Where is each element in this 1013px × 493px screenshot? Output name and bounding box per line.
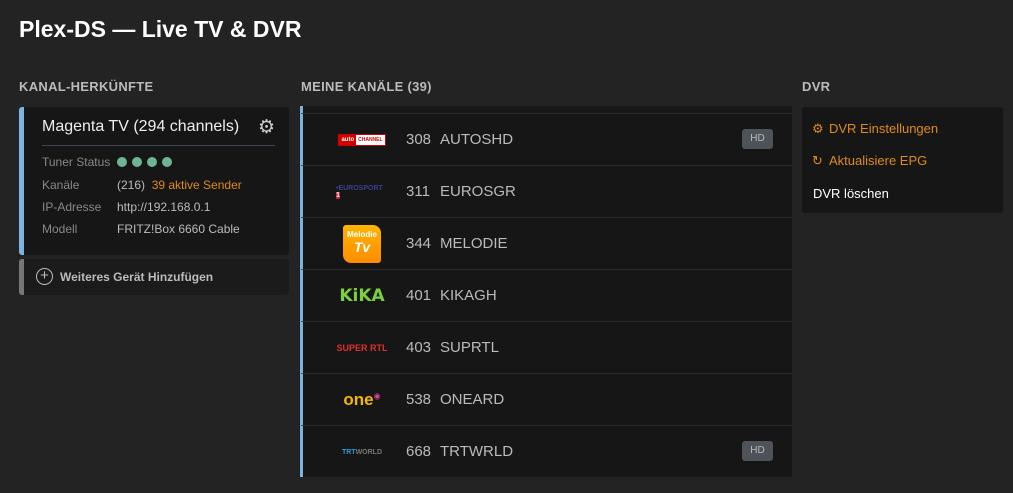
hd-badge: HD	[742, 129, 773, 149]
channels-total: (216)	[117, 178, 146, 192]
dvr-settings-link[interactable]: ⚙ DVR Einstellungen	[812, 121, 938, 137]
channel-row[interactable]: one◉ 538 ONEARD	[300, 373, 792, 425]
channel-row[interactable]: auto CHANNEL 308 AUTOSHD HD	[300, 113, 792, 165]
model-label: Modell	[42, 222, 78, 236]
divider	[42, 145, 275, 146]
device-name: Magenta TV (294 channels)	[42, 118, 240, 135]
channel-list: auto CHANNEL 308 AUTOSHD HD •EUROSPORT 1 31…	[300, 106, 792, 477]
channel-name: EUROSGR	[440, 183, 516, 200]
channel-name: ONEARD	[440, 391, 505, 408]
channel-row[interactable]: KiKA 401 KIKAGH	[300, 269, 792, 321]
refresh-epg-link[interactable]: ↻ Aktualisiere EPG	[812, 153, 927, 169]
channel-logo: KiKA	[339, 286, 385, 306]
channel-row[interactable]: Melodie Tv 344 MELODIE	[300, 217, 792, 269]
ip-value: http://192.168.0.1	[117, 200, 211, 214]
add-device-button[interactable]: + Weiteres Gerät Hinzufügen	[19, 259, 289, 295]
refresh-epg-label: Aktualisiere EPG	[829, 153, 928, 168]
channel-number: 344	[406, 235, 432, 252]
channel-name: KIKAGH	[440, 287, 497, 304]
channel-logo: one◉	[343, 390, 381, 409]
channels-heading: MEINE KANÄLE (39)	[301, 79, 432, 94]
device-card: Magenta TV (294 channels) ⚙ Tuner Status…	[19, 107, 289, 255]
tuner-status-label: Tuner Status	[42, 155, 111, 169]
refresh-icon: ↻	[812, 153, 823, 168]
tuner-dots	[117, 156, 177, 170]
active-channels-link[interactable]: 39 aktive Sender	[151, 178, 242, 192]
dvr-settings-label: DVR Einstellungen	[829, 121, 939, 136]
gear-icon[interactable]: ⚙	[257, 117, 275, 138]
channel-logo: TRTWORLD	[341, 448, 383, 456]
channel-number: 308	[406, 131, 432, 148]
channel-name: TRTWRLD	[440, 443, 514, 460]
channel-number: 538	[406, 391, 432, 408]
channel-name: SUPRTL	[440, 339, 499, 356]
channel-row[interactable]: •EUROSPORT 1 311 EUROSGR	[300, 165, 792, 217]
tuner-dot	[132, 157, 142, 167]
add-device-label: Weiteres Gerät Hinzufügen	[60, 270, 214, 284]
tuner-dot	[162, 157, 172, 167]
channel-number: 311	[406, 183, 430, 200]
channel-logo: •EUROSPORT 1	[336, 185, 383, 199]
dvr-menu: ⚙ DVR Einstellungen ↻ Aktualisiere EPG DVR…	[802, 107, 1003, 213]
channel-name: MELODIE	[440, 235, 508, 252]
ip-label: IP-Adresse	[42, 200, 102, 214]
sources-heading: KANAL-HERKÜNFTE	[19, 79, 154, 94]
channel-number: 401	[406, 287, 432, 304]
list-top-strip	[300, 106, 792, 113]
channel-number: 403	[406, 339, 432, 356]
delete-dvr-link[interactable]: DVR löschen	[813, 186, 889, 201]
hd-badge: HD	[742, 441, 773, 461]
tuner-dot	[117, 157, 127, 167]
channels-label: Kanäle	[42, 178, 80, 192]
channel-number: 668	[406, 443, 432, 460]
channel-name: AUTOSHD	[440, 131, 514, 148]
page-title: Plex-DS — Live TV & DVR	[19, 16, 302, 42]
dvr-heading: DVR	[802, 79, 831, 94]
channel-logo: auto CHANNEL	[336, 124, 388, 156]
plus-circle-icon: +	[36, 268, 53, 285]
tuner-dot	[147, 157, 157, 167]
channel-logo: Melodie Tv	[336, 225, 388, 263]
model-value: FRITZ!Box 6660 Cable	[117, 222, 240, 236]
gear-icon: ⚙	[812, 121, 824, 136]
channel-logo: SUPER RTL	[336, 343, 388, 353]
channel-row[interactable]: SUPER RTL 403 SUPRTL	[300, 321, 792, 373]
channel-row[interactable]: TRTWORLD 668 TRTWRLD HD	[300, 425, 792, 477]
